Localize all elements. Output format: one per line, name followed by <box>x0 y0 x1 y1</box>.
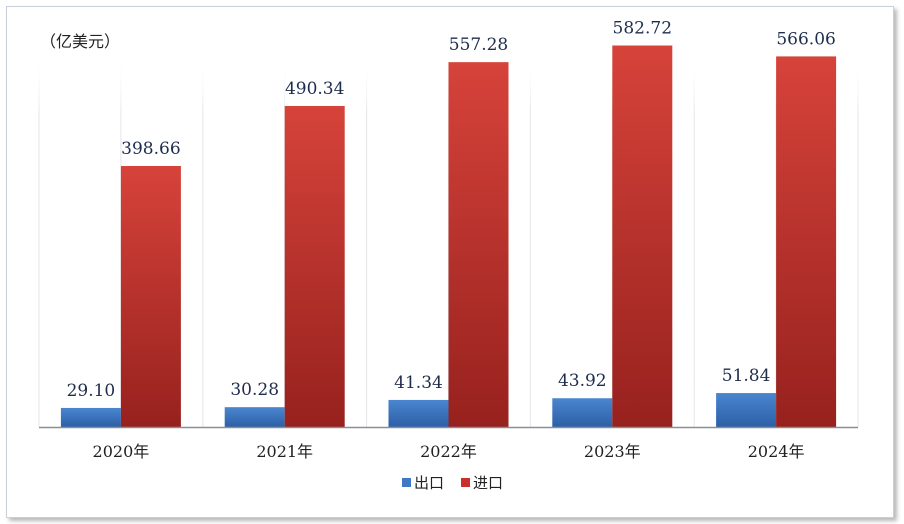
gridline <box>202 55 204 427</box>
import-bar <box>776 56 837 427</box>
legend-label-export: 出口 <box>414 474 444 492</box>
gridline <box>366 55 368 427</box>
import-bar <box>120 166 181 427</box>
import-bar-label: 566.06 <box>776 29 835 49</box>
import-bar <box>448 62 509 427</box>
import-bar-label: 557.28 <box>449 35 508 55</box>
export-bar <box>716 393 777 427</box>
export-bar <box>552 398 613 427</box>
export-bar <box>224 407 285 427</box>
x-tick-label: 2022年 <box>420 442 477 461</box>
export-bar <box>388 399 449 427</box>
legend-swatch-import <box>461 478 470 487</box>
import-bar-label: 490.34 <box>285 79 344 99</box>
import-bar-label: 582.72 <box>613 19 672 39</box>
import-bar <box>284 105 345 427</box>
export-bar-label: 30.28 <box>230 380 279 400</box>
unit-label: （亿美元） <box>40 32 120 51</box>
export-bar-label: 29.10 <box>67 381 116 401</box>
gridline <box>857 55 859 427</box>
x-tick-label: 2023年 <box>584 442 641 461</box>
import-bar <box>612 45 673 428</box>
import-bar-label: 398.66 <box>121 139 180 159</box>
export-bar-label: 51.84 <box>722 366 771 386</box>
x-tick-label: 2021年 <box>256 442 313 461</box>
legend-swatch-export <box>402 478 411 487</box>
x-tick-label: 2020年 <box>93 442 150 461</box>
x-tick-label: 2024年 <box>748 442 805 461</box>
gridline <box>693 55 695 427</box>
export-bar-label: 41.34 <box>394 373 443 393</box>
plot-area: 29.10 398.66 2020年 30.28 490.34 2021年 41.34 557… <box>38 19 859 461</box>
gridline <box>38 55 40 427</box>
export-bar <box>60 407 121 427</box>
export-bar-label: 43.92 <box>558 371 607 391</box>
gridline <box>529 55 531 427</box>
legend-label-import: 进口 <box>473 474 503 492</box>
legend: 出口 进口 <box>402 474 503 492</box>
